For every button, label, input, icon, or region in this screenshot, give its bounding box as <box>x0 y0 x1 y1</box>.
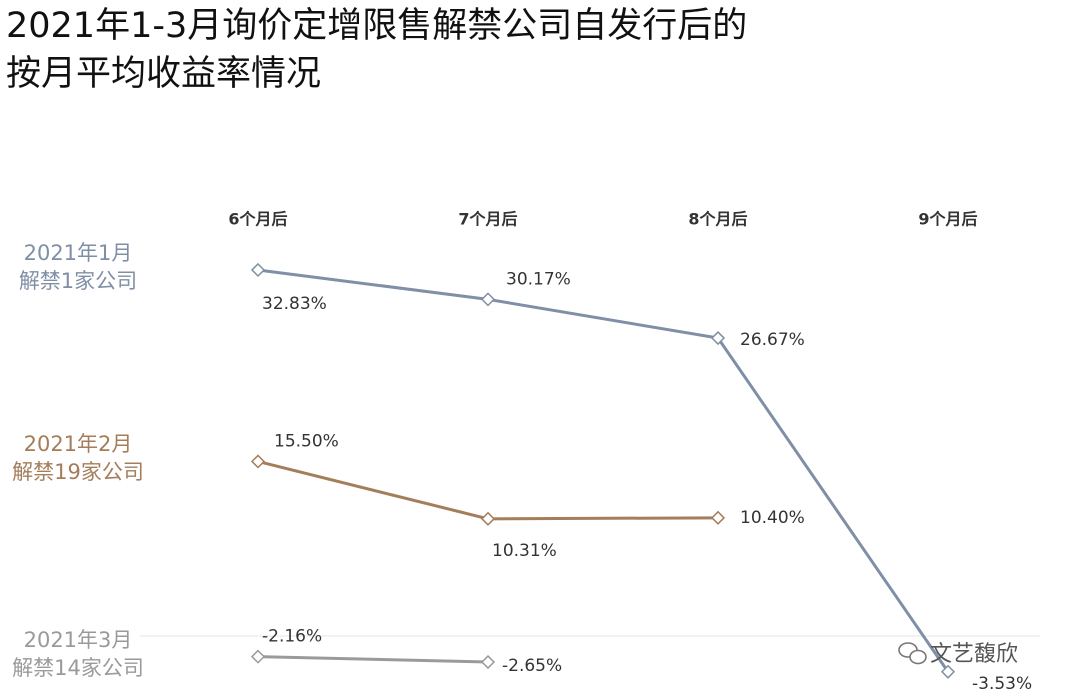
wechat-icon <box>898 642 927 665</box>
marker <box>480 654 496 670</box>
series-line <box>257 460 719 521</box>
marker <box>480 292 496 307</box>
chart-title: 2021年1-3月询价定增限售解禁公司自发行后的 按月平均收益率情况 <box>6 6 748 94</box>
data-label: 15.50% <box>274 431 339 451</box>
series-name: 2021年3月 解禁14家公司 <box>12 627 144 680</box>
data-label: -2.16% <box>262 627 322 647</box>
x-tick-label: 7个月后 <box>458 210 517 229</box>
data-label: 26.67% <box>740 330 805 350</box>
series-line <box>257 268 950 673</box>
x-tick-label: 8个月后 <box>688 210 747 229</box>
marker <box>940 664 956 679</box>
series-name: 2021年2月 解禁19家公司 <box>12 432 144 485</box>
marker <box>250 649 266 664</box>
data-label: -3.53% <box>972 674 1032 694</box>
x-tick-label: 6个月后 <box>228 210 287 229</box>
series-line <box>257 655 489 664</box>
data-label: 10.31% <box>492 541 557 561</box>
data-label: -2.65% <box>502 656 562 676</box>
watermark: 文艺馥欣 <box>930 642 1019 667</box>
x-tick-label: 9个月后 <box>918 210 977 229</box>
data-label: 30.17% <box>506 269 571 289</box>
marker <box>250 454 266 469</box>
data-label: 32.83% <box>262 294 327 314</box>
marker <box>710 510 726 525</box>
series-name: 2021年1月 解禁1家公司 <box>18 240 138 293</box>
marker <box>710 330 726 346</box>
marker <box>250 262 266 278</box>
marker <box>480 511 496 526</box>
data-label: 10.40% <box>740 508 805 528</box>
